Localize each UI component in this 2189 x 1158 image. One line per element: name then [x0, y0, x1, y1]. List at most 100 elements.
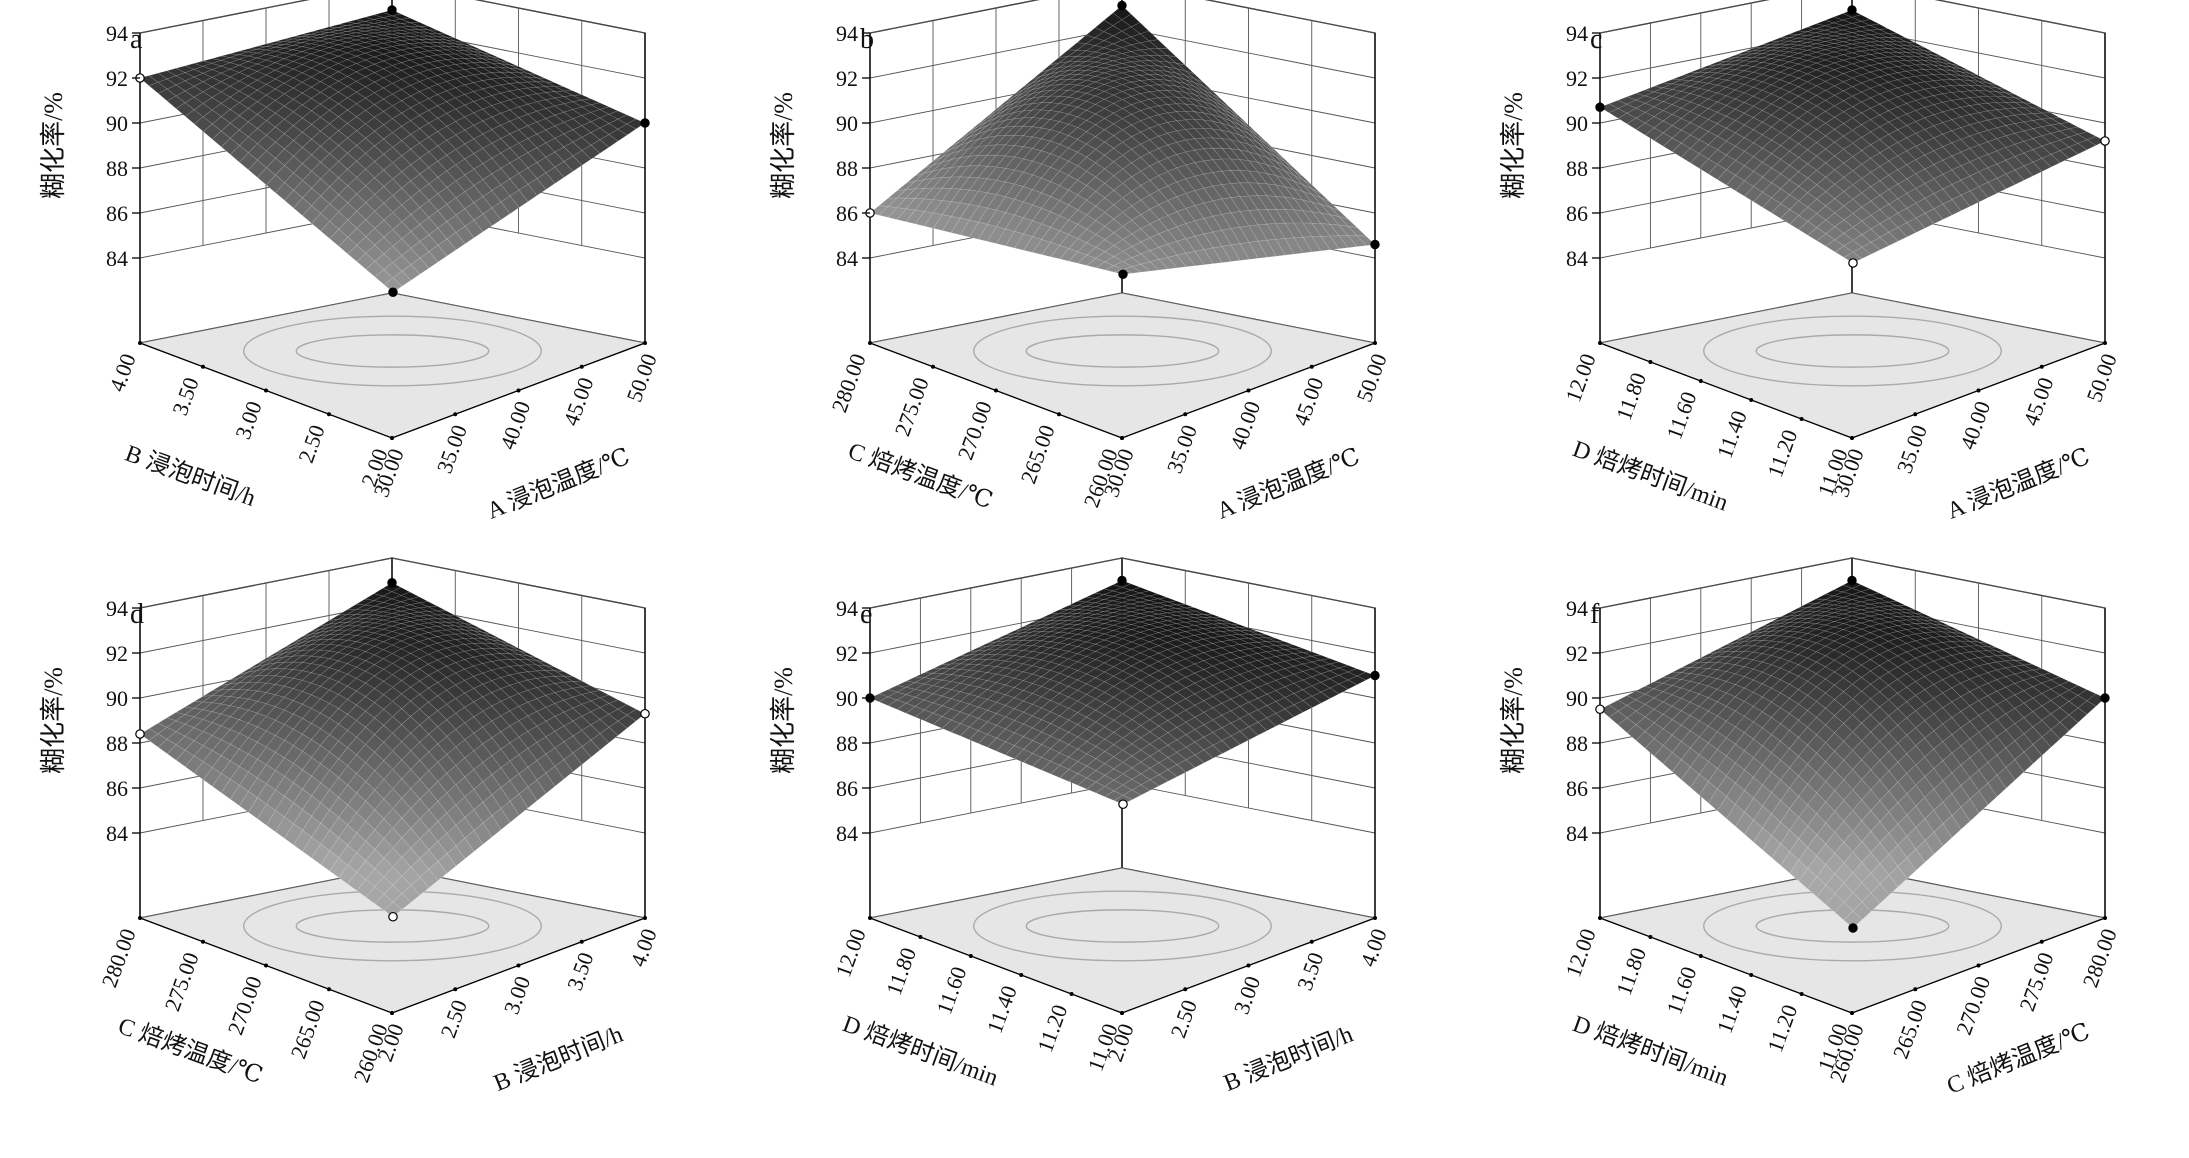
panel-f: 94 92 90 88 86 84 糊化率/% f 12.00 11.80 11.60 11.40 11… [1499, 557, 2122, 1100]
panel-b: 94 92 90 88 86 84 糊化率/% b 280.00 275.00 270.00 265.… [769, 0, 1392, 525]
z-tick-label: 94 [1566, 596, 1588, 621]
right-axis-title: A 浸泡温度/℃ [483, 443, 634, 525]
right-axis-tick-label: 4.00 [625, 925, 662, 970]
left-axis-tick-label: 11.60 [931, 963, 971, 1017]
right-axis-tick-mark [1976, 388, 1981, 393]
z-axis-title: 糊化率/% [769, 667, 798, 774]
z-tick-label: 84 [836, 246, 858, 271]
right-axis-tick-label: 45.00 [558, 374, 598, 429]
right-axis-tick-label: 2.50 [435, 996, 472, 1041]
left-axis-tick-label: 11.20 [1032, 1001, 1072, 1055]
left-axis-tick-mark [1648, 360, 1653, 364]
design-point-back [1117, 575, 1127, 586]
left-axis-tick-label: 11.80 [1611, 369, 1651, 423]
z-tick-label: 84 [836, 821, 858, 846]
floor-contour [1703, 315, 2002, 387]
panel-letter: d [130, 599, 144, 630]
right-axis-tick-mark [1309, 364, 1314, 369]
left-axis-tick-mark [868, 341, 872, 345]
left-axis-tick-label: 3.50 [167, 374, 204, 419]
left-axis-title: D 焙烤时间/min [1569, 435, 1732, 516]
left-axis-title: D 焙烤时间/min [839, 1010, 1002, 1091]
z-tick-label: 90 [1566, 686, 1588, 711]
z-axis-title: 糊化率/% [39, 667, 68, 774]
z-tick-label: 90 [836, 686, 858, 711]
left-axis-tick-label: 275.00 [890, 374, 934, 439]
right-axis-tick-mark [1850, 1011, 1854, 1015]
left-axis-tick-label: 270.00 [223, 973, 267, 1038]
left-axis-tick-mark [264, 388, 268, 393]
design-point-front [388, 287, 398, 297]
z-gridline [869, 0, 1376, 34]
left-axis-tick-mark [1799, 417, 1804, 421]
right-axis-tick-mark [1373, 916, 1377, 920]
right-axis-tick-mark [1246, 963, 1251, 968]
right-axis-title: B 浸泡时间/h [1220, 1021, 1357, 1097]
left-axis-tick-mark [1698, 379, 1703, 383]
response-surface [869, 5, 1376, 275]
panel-d: 94 92 90 88 86 84 糊化率/% d 280.00 275.00 270.00 265.… [39, 557, 662, 1097]
left-axis-title: B 浸泡时间/h [122, 440, 260, 512]
floor-contour [243, 315, 542, 387]
z-gridline [139, 0, 646, 34]
left-axis-tick-label: 3.00 [230, 398, 267, 443]
design-point-right [640, 708, 650, 719]
z-axis-title: 糊化率/% [769, 92, 798, 199]
z-tick-label: 94 [106, 596, 128, 621]
left-axis-tick-mark [1019, 973, 1024, 977]
right-axis-tick-mark [1120, 1011, 1124, 1015]
left-axis-tick-label: 11.80 [1611, 944, 1651, 998]
right-axis-tick-mark [2103, 916, 2107, 920]
z-tick-label: 86 [836, 776, 858, 801]
response-surface [139, 582, 646, 918]
right-axis-tick-mark [1850, 436, 1854, 440]
z-tick-label: 90 [106, 686, 128, 711]
left-axis-tick-label: 280.00 [827, 350, 871, 415]
left-axis-tick-mark [968, 954, 973, 958]
z-tick-label: 94 [836, 21, 858, 46]
right-axis-tick-mark [1183, 412, 1188, 417]
left-axis-tick-mark [918, 935, 923, 939]
z-tick-label: 84 [1566, 821, 1588, 846]
right-axis-title: A 浸泡温度/℃ [1943, 443, 2094, 525]
design-point-left [1595, 704, 1605, 715]
floor-axis-left [1599, 342, 1853, 439]
design-point-front [1118, 799, 1128, 810]
z-tick-label: 92 [106, 66, 128, 91]
left-axis-tick-mark [1698, 954, 1703, 958]
z-axis-title: 糊化率/% [1499, 667, 1528, 774]
design-point-front [1848, 258, 1858, 268]
right-axis-tick-mark [2039, 364, 2044, 369]
right-axis-tick-label: 280.00 [2078, 925, 2122, 990]
right-axis-tick-label: 270.00 [1951, 973, 1995, 1038]
right-axis-title: A 浸泡温度/℃ [1213, 443, 1364, 525]
z-tick-label: 86 [1566, 776, 1588, 801]
right-axis-tick-mark [1913, 987, 1918, 992]
z-tick-label: 90 [1566, 111, 1588, 136]
z-tick-label: 86 [106, 776, 128, 801]
floor-axis-left [869, 917, 1123, 1014]
z-tick-label: 94 [106, 21, 128, 46]
design-point-right [640, 118, 650, 128]
right-axis-tick-label: 265.00 [1888, 996, 1932, 1061]
z-tick-label: 92 [836, 641, 858, 666]
left-axis-tick-mark [327, 412, 331, 417]
left-axis-tick-label: 12.00 [830, 925, 870, 980]
z-tick-label: 90 [106, 111, 128, 136]
design-point-back [1117, 0, 1127, 11]
z-tick-label: 88 [836, 156, 858, 181]
left-axis-tick-label: 4.00 [104, 350, 141, 395]
z-axis-title: 糊化率/% [1499, 92, 1528, 199]
left-axis-tick-label: 265.00 [1016, 421, 1060, 486]
panel-letter: a [130, 24, 143, 55]
panel-c: 94 92 90 88 86 84 糊化率/% c 12.00 11.80 11.60 11.40 11… [1499, 0, 2122, 525]
panel-letter: f [1590, 599, 1600, 630]
right-axis-tick-mark [1976, 963, 1981, 968]
z-tick-label: 92 [106, 641, 128, 666]
right-axis-tick-mark [1309, 939, 1314, 944]
z-tick-label: 90 [836, 111, 858, 136]
left-axis-tick-label: 265.00 [286, 996, 330, 1061]
z-tick-label: 88 [836, 731, 858, 756]
right-axis-tick-mark [2103, 341, 2107, 345]
right-axis-tick-label: 45.00 [1288, 374, 1328, 429]
